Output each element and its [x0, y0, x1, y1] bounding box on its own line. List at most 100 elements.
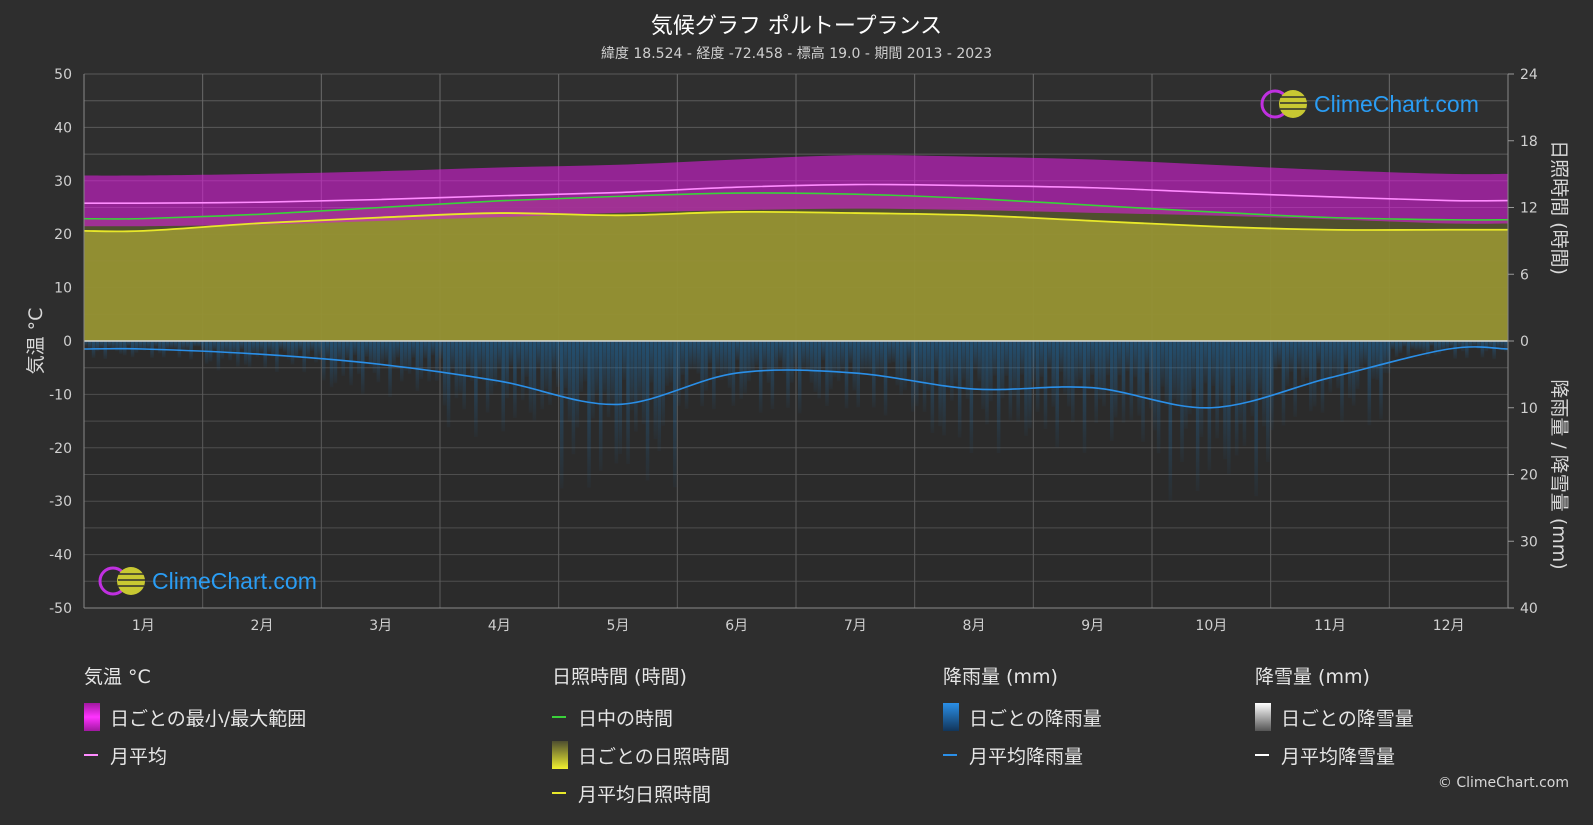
rain-bar [407, 341, 412, 375]
legend-label: 月平均降雨量 [969, 745, 1084, 768]
rain-bar [1086, 341, 1091, 389]
rain-bar [1406, 341, 1411, 359]
data-lines [83, 183, 1509, 409]
legend-item[interactable]: 日ごとの降雨量 [943, 698, 1102, 736]
rain-bar [918, 341, 923, 387]
rain-bar [341, 341, 346, 376]
rain-bar [134, 341, 139, 353]
daylight-line [83, 192, 1509, 221]
rain-bar [938, 341, 942, 427]
legend-item[interactable]: 日ごとの降雪量 [1255, 698, 1414, 736]
logo-bottom-left[interactable]: ClimeChart.com [96, 564, 317, 598]
rain-bar [1180, 341, 1184, 462]
legend-label: 日中の時間 [578, 707, 674, 730]
rain-bar [1375, 341, 1379, 381]
rain-bar [563, 341, 568, 389]
rain-bar [290, 341, 295, 365]
legend-item[interactable]: 月平均日照時間 [552, 774, 730, 812]
y-left-tick-label: 30 [54, 174, 72, 190]
legend-group: 日照時間 (時間) 日中の時間 日ごとの日照時間 月平均日照時間 [552, 662, 730, 812]
x-tick-label: 2月 [251, 618, 274, 634]
rain-bar [478, 341, 482, 376]
legend-label: 日ごとの最小/最大範囲 [110, 707, 307, 730]
rain-bar [232, 341, 236, 356]
rain-bar [548, 341, 552, 405]
rain-bar [743, 341, 747, 394]
rain-bar [470, 341, 474, 381]
rain-bar [1504, 341, 1508, 352]
rain-bar [926, 341, 931, 391]
rain-bar [489, 341, 494, 395]
rain-bar [321, 341, 326, 381]
legend-item[interactable]: 月平均降雨量 [943, 736, 1102, 774]
rain-bar [474, 341, 478, 437]
rain-bar [836, 341, 841, 382]
rain-bar [1309, 341, 1313, 412]
rain-bar [384, 341, 388, 361]
rain-bar [891, 341, 896, 363]
rain-bar [236, 341, 240, 367]
rain-bar [181, 341, 186, 350]
rain-bar [493, 341, 498, 386]
rain-bar [1468, 341, 1473, 349]
rain-bar [345, 341, 349, 359]
y-right-bottom-axis-title: 降雨量 / 降雪量 (mm) [1548, 379, 1570, 569]
rain-bar [282, 341, 287, 352]
daily-rain-bars [84, 341, 1508, 501]
rain-bar [1332, 341, 1336, 378]
rain-bar [1250, 341, 1255, 417]
rain-bar [637, 341, 642, 404]
rain-bar [1281, 341, 1286, 426]
legend-item[interactable]: 月平均 [84, 736, 306, 774]
rain-bar [801, 341, 806, 368]
rain-bar [571, 341, 576, 455]
rain-bar [552, 341, 556, 372]
legend-item[interactable]: 月平均降雪量 [1255, 736, 1414, 774]
rain-bar [411, 341, 416, 358]
rain-bar [435, 341, 439, 381]
rain-bar [1047, 341, 1052, 370]
rain-bar [1496, 341, 1500, 348]
logo-top-right[interactable]: ClimeChart.com [1258, 87, 1479, 121]
rain-bar [528, 341, 533, 413]
legend-swatch-line [552, 716, 566, 718]
legend-item[interactable]: 日ごとの日照時間 [552, 736, 730, 774]
rain-bar [310, 341, 314, 351]
rain-bar [1172, 341, 1176, 400]
sunshine-area [84, 211, 1508, 341]
rain-bar [1156, 341, 1161, 454]
legend-label: 月平均降雪量 [1281, 745, 1396, 768]
legend-swatch-line [1255, 754, 1269, 756]
rain-bar [559, 341, 564, 489]
rain-bar [809, 341, 814, 383]
rain-bar [1020, 341, 1024, 375]
rain-bar [821, 341, 825, 361]
rain-bar [1289, 341, 1294, 372]
legend-swatch-line [84, 754, 98, 756]
rain-bar [1012, 341, 1017, 397]
rain-bar [677, 341, 681, 406]
legend-item[interactable]: 日ごとの最小/最大範囲 [84, 698, 306, 736]
rain-bar [696, 341, 701, 374]
legend-item[interactable]: 日中の時間 [552, 698, 730, 736]
rain-bar [1258, 341, 1262, 392]
x-tick-label: 6月 [725, 618, 748, 634]
rain-bar [848, 341, 853, 364]
rain-bar [201, 341, 205, 352]
rain-bar [353, 341, 357, 356]
rain-bar [1426, 341, 1430, 358]
y-left-tick-label: 10 [54, 281, 72, 297]
rain-bar [1270, 341, 1274, 431]
copyright[interactable]: © ClimeChart.com [1437, 775, 1569, 791]
rain-bar [1195, 341, 1200, 491]
rain-bar [333, 341, 338, 384]
rain-bar [875, 341, 880, 375]
rain-bar [969, 341, 974, 454]
rain-bar [989, 341, 993, 402]
rain-bar [930, 341, 935, 433]
rain-bar [169, 341, 174, 349]
rain-bar [961, 341, 966, 381]
rain-bar [1351, 341, 1356, 406]
rain-bar [99, 341, 104, 348]
rain-bar [774, 341, 779, 372]
